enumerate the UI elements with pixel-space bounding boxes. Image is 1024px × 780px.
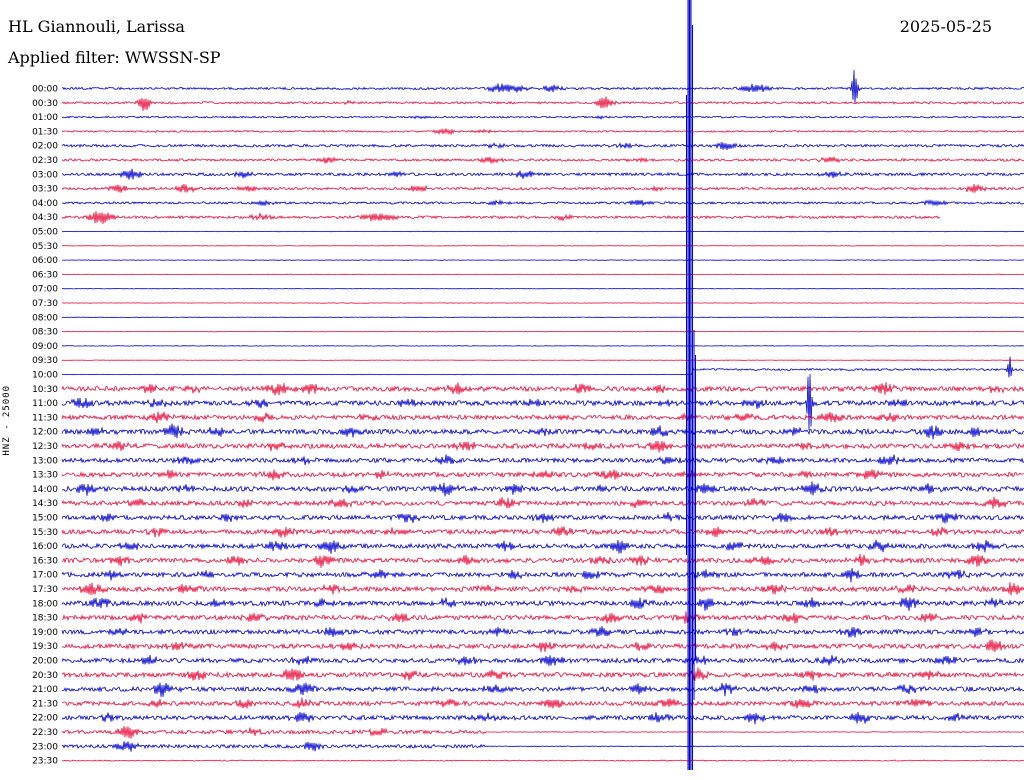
time-label-2030: 20:30 — [32, 671, 58, 681]
time-label-0930: 09:30 — [32, 356, 58, 366]
trace-row-1630 — [61, 553, 1024, 568]
trace-row-1930 — [61, 639, 1024, 653]
time-label-0430: 04:30 — [32, 213, 58, 223]
trace-row-0100 — [61, 115, 1024, 120]
time-label-1530: 15:30 — [32, 528, 58, 538]
trace-row-1230 — [61, 440, 1024, 453]
time-label-1030: 10:30 — [32, 385, 58, 395]
time-label-0700: 07:00 — [32, 285, 58, 295]
trace-row-0230 — [61, 156, 1024, 165]
time-label-1100: 11:00 — [32, 399, 58, 409]
trace-row-0130 — [61, 127, 1024, 136]
time-label-1630: 16:30 — [32, 556, 58, 566]
time-label-0800: 08:00 — [32, 313, 58, 323]
time-label-1300: 13:00 — [32, 456, 58, 466]
time-label-0830: 08:30 — [32, 328, 58, 338]
trace-row-2230 — [61, 725, 1024, 739]
time-label-0530: 05:30 — [32, 242, 58, 252]
time-label-2230: 22:30 — [32, 728, 58, 738]
time-label-1700: 17:00 — [32, 571, 58, 581]
trace-row-2100 — [61, 682, 1024, 697]
trace-row-2000 — [61, 654, 1024, 666]
filter-label: Applied filter: WWSSN-SP — [8, 48, 221, 67]
trace-row-1000 — [62, 356, 1024, 378]
time-label-2100: 21:00 — [32, 685, 58, 695]
trace-row-1030 — [61, 382, 1024, 396]
trace-row-1300 — [61, 454, 1024, 466]
trace-row-1530 — [61, 526, 1024, 538]
time-label-1400: 14:00 — [32, 485, 58, 495]
trace-row-1730 — [61, 582, 1024, 596]
trace-row-0330 — [61, 183, 1024, 194]
trace-row-1830 — [61, 611, 1024, 624]
time-label-0100: 01:00 — [32, 113, 58, 123]
time-label-1330: 13:30 — [32, 471, 58, 481]
time-label-0900: 09:00 — [32, 342, 58, 352]
time-label-1230: 12:30 — [32, 442, 58, 452]
station-title: HL Giannouli, Larissa — [8, 17, 185, 36]
time-label-0000: 00:00 — [32, 85, 58, 95]
time-label-1730: 17:30 — [32, 585, 58, 595]
trace-row-1330 — [61, 469, 1024, 481]
trace-row-0400 — [61, 198, 1024, 207]
trace-row-1500 — [61, 511, 1024, 524]
trace-row-0030 — [61, 96, 1024, 112]
trace-row-1600 — [61, 539, 1024, 554]
time-label-0300: 03:00 — [32, 170, 58, 180]
trace-row-0200 — [61, 142, 1024, 150]
trace-row-1130 — [61, 411, 1024, 424]
time-label-1500: 15:00 — [32, 514, 58, 524]
trace-row-1900 — [61, 626, 1024, 638]
time-label-0230: 02:30 — [32, 156, 58, 166]
trace-row-2130 — [61, 697, 1024, 709]
trace-row-0300 — [61, 168, 1024, 180]
trace-row-1430 — [61, 496, 1024, 509]
time-label-0630: 06:30 — [32, 270, 58, 280]
trace-row-0000 — [61, 70, 1024, 104]
time-label-1900: 19:00 — [32, 628, 58, 638]
time-label-1000: 10:00 — [32, 371, 58, 381]
time-label-0400: 04:00 — [32, 199, 58, 209]
trace-row-0430 — [61, 211, 941, 224]
trace-row-1200 — [61, 423, 1024, 440]
time-label-0330: 03:30 — [32, 185, 58, 195]
time-label-2200: 22:00 — [32, 714, 58, 724]
time-label-1200: 12:00 — [32, 428, 58, 438]
trace-row-1400 — [61, 481, 1024, 497]
time-label-0600: 06:00 — [32, 256, 58, 266]
time-label-0200: 02:00 — [32, 142, 58, 152]
time-label-1130: 11:30 — [32, 413, 58, 423]
time-label-1930: 19:30 — [32, 642, 58, 652]
time-label-1830: 18:30 — [32, 614, 58, 624]
trace-row-1700 — [61, 568, 1024, 583]
time-label-1600: 16:00 — [32, 542, 58, 552]
trace-row-1800 — [61, 597, 1024, 611]
trace-row-2200 — [61, 711, 1024, 725]
time-label-1800: 18:00 — [32, 599, 58, 609]
trace-row-2300 — [61, 741, 1024, 752]
time-label-0030: 00:30 — [32, 99, 58, 109]
trace-row-2030 — [61, 667, 1024, 681]
time-label-0500: 05:00 — [32, 228, 58, 238]
time-label-0130: 01:30 — [32, 127, 58, 137]
time-label-1430: 14:30 — [32, 499, 58, 509]
date-label: 2025-05-25 — [899, 17, 992, 36]
trace-row-2330 — [61, 759, 1024, 762]
time-label-2000: 20:00 — [32, 657, 58, 667]
trace-row-1100 — [61, 374, 1024, 431]
time-label-2130: 21:30 — [32, 699, 58, 709]
time-label-2300: 23:00 — [32, 742, 58, 752]
time-label-2330: 23:30 — [32, 757, 58, 767]
time-label-0730: 07:30 — [32, 299, 58, 309]
